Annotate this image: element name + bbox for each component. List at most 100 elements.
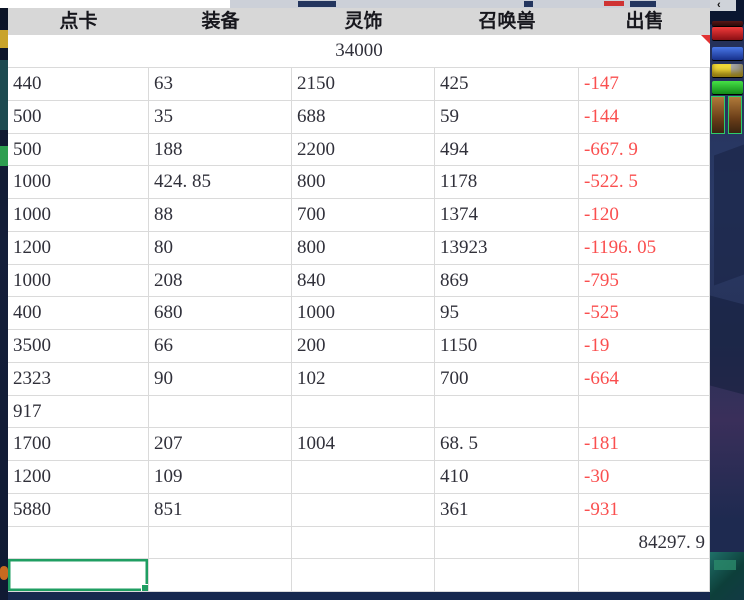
cell-r11c4[interactable] (435, 395, 579, 429)
cell-r14c4[interactable]: 361 (435, 493, 579, 527)
cell-r6c3[interactable]: 800 (292, 231, 435, 265)
cell-r15c1[interactable] (8, 526, 149, 560)
game-hud-panel: ‹ (710, 0, 744, 600)
cell-r16c1[interactable] (8, 559, 149, 592)
cell-r13c4[interactable]: 410 (435, 461, 579, 494)
cell-r7c3[interactable]: 840 (292, 264, 435, 298)
game-scenery (710, 295, 744, 395)
cell-r16c2[interactable] (149, 559, 292, 592)
cell-grid: 440 63 2150 425 -147 500 35 688 59 -144 500 188 2200… (8, 68, 710, 592)
item-slot-icon[interactable] (711, 96, 725, 134)
cell-r3c5[interactable]: -667. 9 (579, 133, 710, 167)
cell-r4c4[interactable]: 1178 (435, 166, 579, 199)
cell-r5c1[interactable]: 1000 (8, 199, 149, 232)
cell-r16c4[interactable] (435, 559, 579, 592)
cell-r5c4[interactable]: 1374 (435, 199, 579, 232)
cell-r6c2[interactable]: 80 (149, 231, 292, 265)
cell-r15c4[interactable] (435, 526, 579, 560)
cell-r8c3[interactable]: 1000 (292, 297, 435, 330)
cell-r13c3[interactable] (292, 461, 435, 494)
cell-r2c2[interactable]: 35 (149, 100, 292, 134)
cell-r9c4[interactable]: 1150 (435, 330, 579, 363)
cell-r11c1[interactable]: 917 (8, 395, 149, 429)
cell-r12c5[interactable]: -181 (579, 428, 710, 461)
cell-r1c5[interactable]: -147 (579, 68, 710, 101)
cell-r14c1[interactable]: 5880 (8, 493, 149, 527)
column-header-1[interactable]: 点卡 (59, 11, 98, 32)
cell-r8c1[interactable]: 400 (8, 297, 149, 330)
cell-r2c4[interactable]: 59 (435, 100, 579, 134)
cell-r1c1[interactable]: 440 (8, 68, 149, 101)
column-header-5[interactable]: 出售 (625, 11, 664, 32)
cell-r8c5[interactable]: -525 (579, 297, 710, 330)
cell-r10c1[interactable]: 2323 (8, 362, 149, 396)
cell-r4c1[interactable]: 1000 (8, 166, 149, 199)
cell-r8c4[interactable]: 95 (435, 297, 579, 330)
cell-r14c2[interactable]: 851 (149, 493, 292, 527)
cell-r7c2[interactable]: 208 (149, 264, 292, 298)
cell-r12c3[interactable]: 1004 (292, 428, 435, 461)
cell-r6c4[interactable]: 13923 (435, 231, 579, 265)
column-header-4[interactable]: 召唤兽 (478, 11, 536, 32)
cell-r12c4[interactable]: 68. 5 (435, 428, 579, 461)
cell-r3c1[interactable]: 500 (8, 133, 149, 167)
hud-bar-dark (712, 21, 743, 26)
cell-r3c2[interactable]: 188 (149, 133, 292, 167)
collapse-arrow-icon[interactable]: ‹ (710, 0, 736, 11)
header-row: 点卡 装备 灵饰 召唤兽 出售 (8, 8, 710, 35)
cell-r15c5[interactable]: 84297. 9 (579, 526, 710, 560)
cell-r9c5[interactable]: -19 (579, 330, 710, 363)
cell-r7c1[interactable]: 1000 (8, 264, 149, 298)
cell-r8c2[interactable]: 680 (149, 297, 292, 330)
cell-r3c4[interactable]: 494 (435, 133, 579, 167)
cell-r3c3[interactable]: 2200 (292, 133, 435, 167)
cell-r5c3[interactable]: 700 (292, 199, 435, 232)
cell-r4c5[interactable]: -522. 5 (579, 166, 710, 199)
cell-r16c3[interactable] (292, 559, 435, 592)
cell-r6c5[interactable]: -1196. 05 (579, 231, 710, 265)
cell-r1c3[interactable]: 2150 (292, 68, 435, 101)
cell-r11c5[interactable] (579, 395, 710, 429)
column-header-3[interactable]: 灵饰 (344, 11, 383, 32)
cell-r7c5[interactable]: -795 (579, 264, 710, 298)
cell-r13c2[interactable]: 109 (149, 461, 292, 494)
cell-r11c3[interactable] (292, 395, 435, 429)
cell-r2c1[interactable]: 500 (8, 100, 149, 134)
cell-r14c3[interactable] (292, 493, 435, 527)
game-scenery (714, 144, 744, 286)
cell-r15c3[interactable] (292, 526, 435, 560)
cell-r13c1[interactable]: 1200 (8, 461, 149, 494)
cell-r2c3[interactable]: 688 (292, 100, 435, 134)
cell-r10c3[interactable]: 102 (292, 362, 435, 396)
cell-r1c2[interactable]: 63 (149, 68, 292, 101)
cell-r13c5[interactable]: -30 (579, 461, 710, 494)
top-edge-highlight (0, 0, 230, 8)
cell-r10c4[interactable]: 700 (435, 362, 579, 396)
cell-r11c2[interactable] (149, 395, 292, 429)
cell-r15c2[interactable] (149, 526, 292, 560)
cell-r9c1[interactable]: 3500 (8, 330, 149, 363)
left-edge-blob (0, 60, 8, 130)
spreadsheet: 点卡 装备 灵饰 召唤兽 出售 34000 440 63 2150 425 -147 500 35 6… (8, 8, 710, 592)
cell-r9c3[interactable]: 200 (292, 330, 435, 363)
cell-r16c5[interactable] (579, 559, 710, 592)
cell-r5c5[interactable]: -120 (579, 199, 710, 232)
cell-r4c2[interactable]: 424. 85 (149, 166, 292, 199)
cell-r7c4[interactable]: 869 (435, 264, 579, 298)
cell-r10c5[interactable]: -664 (579, 362, 710, 396)
column-header-2[interactable]: 装备 (201, 11, 240, 32)
cell-r9c2[interactable]: 66 (149, 330, 292, 363)
cell-r6c1[interactable]: 1200 (8, 231, 149, 265)
left-edge-blob (0, 30, 8, 48)
cell-r1c4[interactable]: 425 (435, 68, 579, 101)
item-slot-icon[interactable] (728, 96, 742, 134)
fill-handle[interactable] (141, 584, 148, 592)
cell-r14c5[interactable]: -931 (579, 493, 710, 527)
cell-r10c2[interactable]: 90 (149, 362, 292, 396)
merged-cell-row[interactable]: 34000 (8, 35, 710, 68)
cell-r2c5[interactable]: -144 (579, 100, 710, 134)
cell-r12c1[interactable]: 1700 (8, 428, 149, 461)
cell-r4c3[interactable]: 800 (292, 166, 435, 199)
cell-r5c2[interactable]: 88 (149, 199, 292, 232)
cell-r12c2[interactable]: 207 (149, 428, 292, 461)
